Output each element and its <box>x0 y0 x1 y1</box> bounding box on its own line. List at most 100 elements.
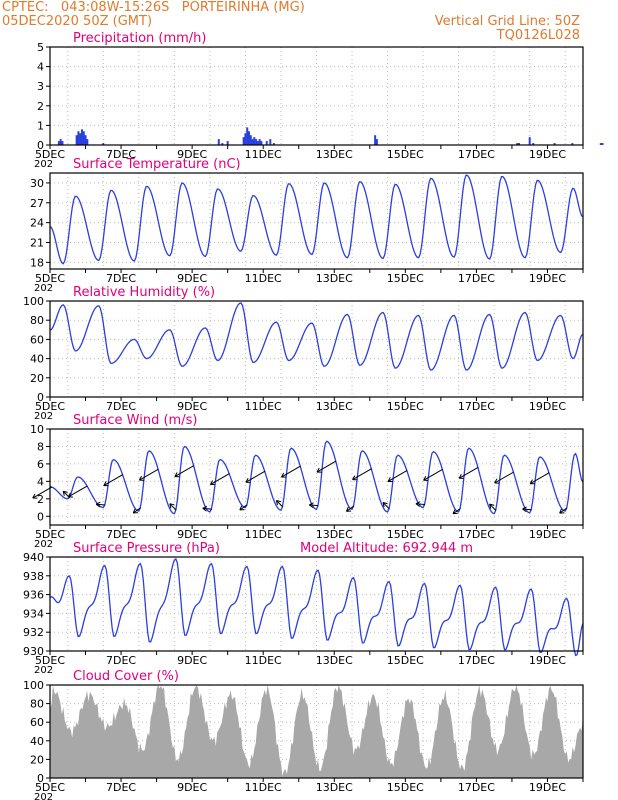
panel-frame <box>49 684 584 779</box>
precip-bar <box>84 135 87 145</box>
x-tick-label: 7DEC <box>106 400 136 413</box>
wind-arrow <box>559 507 568 514</box>
wind-arrow <box>387 470 408 482</box>
wind-arrow <box>522 508 532 511</box>
wind-arrow-head <box>138 475 144 481</box>
precip-bar <box>256 141 259 145</box>
precip-bar <box>244 133 247 145</box>
x-tick-label: 13DEC <box>316 148 353 161</box>
wind-arrow <box>202 507 212 510</box>
humidity-line <box>49 302 584 371</box>
wind-arrow <box>139 468 159 481</box>
x-tick-label: 13DEC <box>316 272 353 285</box>
precip-bar <box>518 143 521 145</box>
wind-arrow-head <box>67 492 73 498</box>
x-tick-label: 19DEC <box>529 781 566 794</box>
x-tick-label: 19DEC <box>529 148 566 161</box>
x-tick-label: 19DEC <box>529 528 566 541</box>
precip-bar <box>217 139 220 145</box>
x-tick-label: 11DEC <box>245 148 282 161</box>
wind-arrow-head <box>95 501 101 508</box>
y-tick-label: 20 <box>30 753 44 766</box>
wind-arrow <box>132 507 141 514</box>
x-year-label: 202 <box>34 411 53 422</box>
wind-arrow-head <box>423 475 429 481</box>
x-tick-label: 15DEC <box>387 528 424 541</box>
y-tick-label: 80 <box>30 698 44 711</box>
precip-bar <box>532 143 535 145</box>
x-tick-label: 11DEC <box>245 528 282 541</box>
panel-frame <box>49 172 584 270</box>
x-tick-label: 15DEC <box>387 148 424 161</box>
precip-bar <box>251 139 254 145</box>
y-tick-label: 0 <box>37 510 44 523</box>
x-tick-label: 5DEC <box>35 148 65 161</box>
x-tick-label: 19DEC <box>529 400 566 413</box>
x-tick-label: 5DEC <box>35 272 65 285</box>
y-tick-label: 1 <box>37 119 44 132</box>
x-tick-label: 19DEC <box>529 654 566 667</box>
wind-arrow-head <box>245 477 251 483</box>
panel-frame <box>49 556 584 652</box>
wind-arrow-head <box>458 473 464 479</box>
wind-arrow-head <box>452 509 458 515</box>
wind-arrow <box>529 472 550 485</box>
x-tick-label: 7DEC <box>106 528 136 541</box>
wind-arrow-head <box>382 502 388 508</box>
panel-title: Surface Pressure (hPa) <box>73 541 220 556</box>
y-tick-label: 27 <box>30 197 44 210</box>
wind-arrow <box>423 468 443 481</box>
panel-frame <box>49 428 584 526</box>
x-tick-label: 17DEC <box>458 781 495 794</box>
y-tick-label: 6 <box>37 458 44 471</box>
precip-bar <box>601 143 604 145</box>
y-tick-label: 80 <box>30 314 44 327</box>
wind-arrow-head <box>275 499 282 506</box>
y-tick-label: 936 <box>23 589 44 602</box>
panel-title: Relative Humidity (%) <box>73 285 215 300</box>
precip-bar <box>221 143 224 145</box>
precip-bar <box>246 127 249 145</box>
x-tick-label: 5DEC <box>35 781 65 794</box>
header-right-line1: Vertical Grid Line: 50Z <box>434 14 580 29</box>
x-year-label: 202 <box>34 283 53 294</box>
y-tick-label: 2 <box>37 493 44 506</box>
panel-5: 0 20 40 60 80 100 5DEC 7DEC 9DEC 11DEC 13DEC 15DEC 1… <box>23 669 584 800</box>
wind-arrow-head <box>132 508 138 514</box>
precip-bar <box>247 131 250 145</box>
x-tick-label: 9DEC <box>177 781 207 794</box>
x-tick-label: 15DEC <box>387 272 424 285</box>
wind-arrow <box>458 466 479 479</box>
panel-title: Surface Temperature (nC) <box>73 157 241 172</box>
y-tick-label: 8 <box>37 440 44 453</box>
precip-bar <box>516 143 519 145</box>
y-tick-label: 100 <box>23 679 44 692</box>
y-tick-label: 30 <box>30 177 44 190</box>
y-tick-label: 40 <box>30 353 44 366</box>
precip-bar <box>374 135 377 145</box>
wind-arrow-head <box>209 480 216 486</box>
header-left-line1: CPTEC: 043:08W-15:26S PORTEIRINHA (MG) <box>2 0 305 15</box>
x-tick-label: 9DEC <box>177 400 207 413</box>
precip-bar <box>258 139 261 145</box>
wind-speed-line <box>49 440 584 515</box>
x-tick-label: 11DEC <box>245 272 282 285</box>
wind-arrow <box>239 504 248 511</box>
y-tick-label: 24 <box>30 217 44 230</box>
wind-arrow <box>382 502 390 510</box>
x-year-label: 202 <box>34 159 53 170</box>
wind-arrow-head <box>202 505 208 512</box>
x-tick-label: 13DEC <box>316 528 353 541</box>
precip-bar <box>242 137 245 145</box>
wind-arrow <box>281 465 301 478</box>
x-tick-label: 9DEC <box>177 654 207 667</box>
precip-bar <box>61 141 64 145</box>
precip-bar <box>57 141 60 145</box>
wind-arrow <box>316 460 337 473</box>
wind-arrow-head <box>415 501 421 507</box>
precip-bar <box>82 131 85 145</box>
y-tick-label: 60 <box>30 716 44 729</box>
x-tick-label: 13DEC <box>316 400 353 413</box>
y-tick-label: 938 <box>23 570 44 583</box>
